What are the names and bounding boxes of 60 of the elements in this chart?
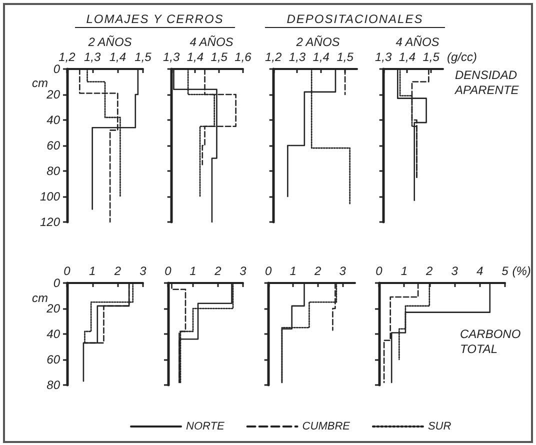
x-tick-label: 1	[190, 264, 196, 278]
legend-label: CUMBRE	[302, 420, 351, 432]
x-tick-label: 1,5	[210, 50, 228, 64]
y-tick-label: 120	[40, 215, 60, 229]
y-tick-label: 40	[46, 327, 60, 341]
chart-title: 4 AÑOS	[190, 35, 234, 49]
x-tick-label: 3	[339, 264, 346, 278]
annotation: CARBONO TOTAL	[460, 327, 522, 357]
y-tick-label: 0	[53, 62, 60, 76]
y-tick-label: 100	[40, 190, 60, 204]
x-tick-label: 1,4	[398, 50, 416, 64]
x-tick-label: 2	[314, 264, 322, 278]
x-tick-label: 4	[476, 264, 484, 278]
x-tick-label: 2	[425, 264, 434, 278]
x-tick-label: 1,5	[422, 50, 440, 64]
x-tick-label: 0	[376, 264, 383, 278]
y-tick-label: 80	[46, 164, 60, 178]
legend-label: NORTE	[186, 420, 225, 432]
x-tick-label: 2	[113, 264, 122, 278]
x-axis-title: (g/cc)	[447, 50, 478, 64]
x-tick-label: 1,3	[84, 50, 101, 64]
y-axis-title: cm	[32, 291, 48, 305]
y-tick-label: 20	[46, 88, 60, 102]
x-tick-label: 1,3	[162, 50, 180, 64]
x-tick-label: 1,2	[58, 50, 76, 64]
chart-title: 4 AÑOS	[396, 35, 440, 49]
x-tick-label: 0	[264, 264, 272, 278]
y-tick-label: 60	[46, 138, 60, 152]
chart-title: 2 AÑOS	[295, 35, 340, 49]
x-tick-label: 3	[451, 264, 458, 278]
x-tick-label: 1,3	[288, 50, 306, 64]
x-tick-label: 1,6	[234, 50, 252, 64]
x-tick-label: 1,4	[312, 50, 330, 64]
x-tick-label: 3	[140, 264, 147, 278]
x-tick-label: 1	[400, 264, 408, 278]
text: DENSIDAD APARENTE	[455, 68, 520, 98]
y-tick-label: 80	[46, 378, 60, 392]
x-tick-label: 1,5	[134, 50, 152, 64]
y-axis-title: cm	[32, 76, 48, 90]
x-tick-label: 1	[290, 264, 296, 278]
y-tick-label: 60	[46, 352, 60, 366]
y-tick-label: 20	[46, 302, 60, 316]
x-tick-label: 1,3	[374, 50, 392, 64]
x-tick-label: 1,2	[264, 50, 282, 64]
x-tick-label: 1	[88, 264, 96, 278]
x-tick-label: 1,4	[186, 50, 204, 64]
text: LOMAJES Y CERROS	[75, 12, 235, 28]
x-tick-label: 0	[64, 264, 71, 278]
chart-title: 2 AÑOS	[87, 35, 132, 49]
y-tick-label: 40	[46, 113, 60, 127]
text: DEPOSITACIONALES	[265, 12, 445, 28]
legend-label: SUR	[428, 420, 452, 432]
x-axis-title: (%)	[512, 264, 531, 278]
x-tick-label: 2	[214, 264, 222, 278]
x-tick-label: 0	[164, 264, 172, 278]
x-tick-label: 5	[502, 264, 509, 278]
x-tick-label: 1,4	[109, 50, 126, 64]
x-tick-label: 3	[240, 264, 247, 278]
x-tick-label: 1,5	[336, 50, 354, 64]
y-tick-label: 0	[53, 276, 60, 290]
